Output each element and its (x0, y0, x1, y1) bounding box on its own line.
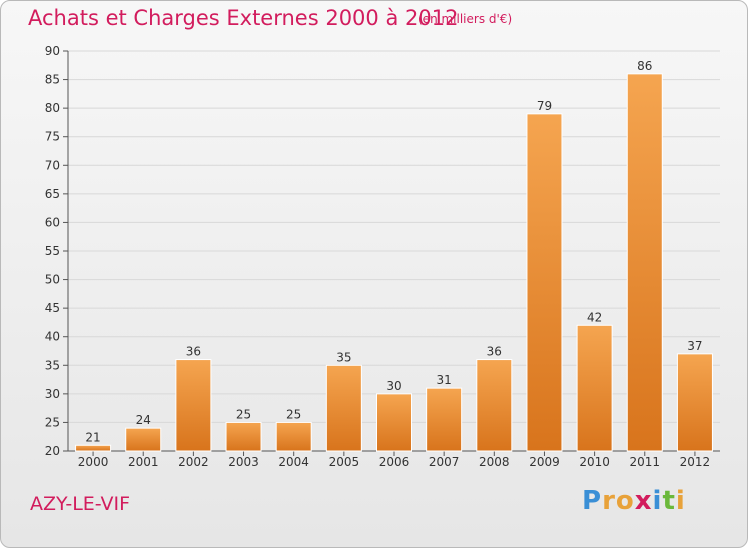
y-tick-label: 35 (45, 358, 60, 372)
y-tick-label: 50 (45, 273, 60, 287)
data-label-2010: 42 (587, 310, 602, 324)
y-tick-label: 80 (45, 101, 60, 115)
x-tick-label-2000: 2000 (78, 455, 109, 469)
data-label-2006: 30 (386, 379, 401, 393)
y-tick-label: 90 (45, 44, 60, 58)
x-tick-label-2009: 2009 (529, 455, 560, 469)
bars (75, 73, 713, 452)
y-tick-label: 30 (45, 387, 60, 401)
x-tick-label-2005: 2005 (329, 455, 360, 469)
y-tick-label: 55 (45, 244, 60, 258)
y-tick-label: 45 (45, 301, 60, 315)
x-tick-label-2002: 2002 (178, 455, 209, 469)
logo-letter: r (602, 486, 616, 516)
y-tick-label: 65 (45, 187, 60, 201)
y-tick-label: 60 (45, 215, 60, 229)
bar-2010 (576, 324, 613, 452)
logo-letter: i (675, 486, 686, 516)
x-tick-label-2004: 2004 (278, 455, 309, 469)
x-tick-label-2012: 2012 (680, 455, 711, 469)
data-label-2001: 24 (136, 413, 151, 427)
x-tick-label-2003: 2003 (228, 455, 259, 469)
bar-2002 (175, 359, 212, 452)
y-tick-labels: 20 25 30 35 40 45 50 55 60 65 70 75 80 85 90 (45, 44, 60, 458)
x-tick-label-2007: 2007 (429, 455, 460, 469)
data-labels: 21 24 36 25 25 35 30 31 36 79 42 86 37 (85, 59, 702, 444)
y-tick-label: 85 (45, 73, 60, 87)
bar-2000 (75, 444, 112, 452)
bar-2001 (125, 427, 162, 452)
logo-letter: P (582, 486, 603, 516)
chart-subtitle: (en milliers d'€) (418, 12, 513, 26)
data-label-2011: 86 (637, 59, 652, 73)
data-label-2005: 35 (336, 350, 351, 364)
chart-title: Achats et Charges Externes 2000 à 2012 (28, 6, 459, 30)
data-label-2002: 36 (186, 345, 201, 359)
data-label-2007: 31 (437, 373, 452, 387)
data-label-2008: 36 (487, 345, 502, 359)
x-tick-label-2011: 2011 (629, 455, 660, 469)
bar-2011 (626, 73, 663, 452)
y-tick-label: 75 (45, 130, 60, 144)
x-tick-label-2001: 2001 (128, 455, 159, 469)
data-label-2012: 37 (687, 339, 702, 353)
logo-letter: i (652, 486, 663, 516)
bar-2012 (676, 353, 713, 452)
logo-letter: x (634, 486, 653, 516)
proxiti-logo[interactable]: Proxiti (582, 486, 686, 516)
data-label-2000: 21 (85, 430, 100, 444)
bar-2008 (476, 359, 513, 452)
x-tick-label-2010: 2010 (579, 455, 610, 469)
y-tick-label: 25 (45, 415, 60, 429)
data-label-2003: 25 (236, 407, 251, 421)
y-tick-label: 70 (45, 158, 60, 172)
x-tick-label-2006: 2006 (379, 455, 410, 469)
bar-2005 (325, 364, 362, 452)
data-label-2004: 25 (286, 407, 301, 421)
bar-2007 (426, 387, 463, 452)
place-name: AZY-LE-VIF (30, 493, 131, 515)
y-tick-label: 40 (45, 330, 60, 344)
y-tick-label: 20 (45, 444, 60, 458)
bar-2004 (275, 421, 312, 452)
data-label-2009: 79 (537, 99, 552, 113)
bar-2006 (376, 393, 412, 452)
x-tick-labels: 2000 2001 2002 2003 2004 2005 2006 2007 2008 2009… (78, 455, 710, 469)
bar-2003 (225, 421, 262, 452)
logo-letter: o (615, 486, 635, 516)
bar-2009 (526, 113, 563, 452)
logo-letter: t (662, 486, 676, 516)
x-tick-label-2008: 2008 (479, 455, 510, 469)
